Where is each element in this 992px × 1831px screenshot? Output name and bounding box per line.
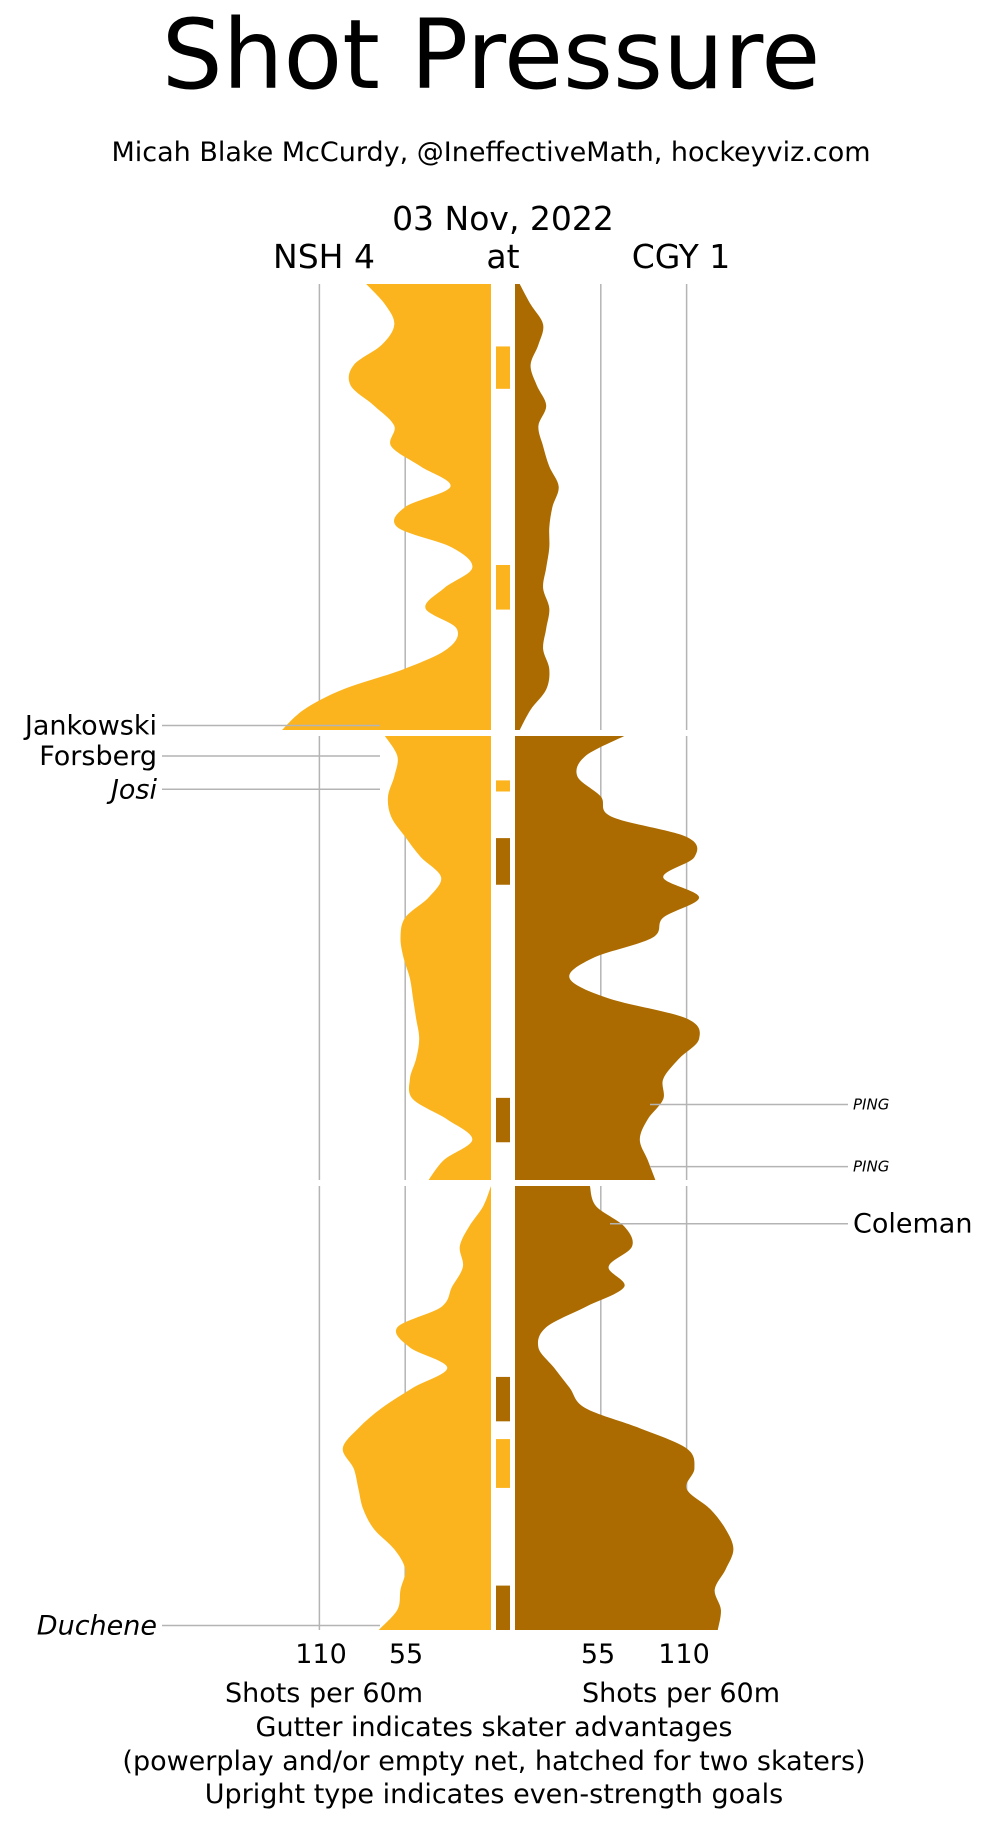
cgy-area-period-1 (515, 284, 559, 730)
goal-label-coleman: Coleman (853, 1209, 972, 1240)
away-team-score: NSH 4 (273, 237, 375, 276)
advantage-bar-nsh (496, 346, 510, 389)
tick-label-right-55: 55 (581, 1639, 615, 1670)
chart-subtitle: Micah Blake McCurdy, @IneffectiveMath, h… (111, 137, 870, 168)
period-separators (250, 730, 770, 1186)
nsh-area-period-3 (342, 1186, 491, 1630)
cgy-area-period-2 (515, 736, 700, 1180)
nsh-area-period-1 (282, 284, 491, 730)
post-label-1: PING (853, 1096, 889, 1114)
x-axis-label-left: Shots per 60m (225, 1678, 423, 1709)
advantage-bar-cgy (496, 838, 510, 885)
advantage-bar-nsh (496, 564, 510, 610)
goal-label-duchene: Duchene (37, 1611, 157, 1642)
advantage-bar-cgy (496, 1376, 510, 1422)
goal-label-jankowski: Jankowski (23, 711, 157, 742)
x-axis-label-right: Shots per 60m (582, 1678, 780, 1709)
advantage-bar-nsh (496, 1439, 510, 1488)
tick-label-left-55: 55 (389, 1639, 423, 1670)
goal-label-josi: Josi (106, 774, 158, 805)
period-separator-2 (250, 1180, 770, 1186)
advantage-bar-nsh (496, 780, 510, 792)
tick-label-left-110: 110 (295, 1639, 347, 1670)
home-team-score: CGY 1 (632, 237, 731, 276)
game-date: 03 Nov, 2022 (392, 199, 614, 238)
chart-title: Shot Pressure (162, 0, 821, 111)
plot-area (282, 284, 734, 1630)
footnote-1: Gutter indicates skater advantages (256, 1712, 733, 1743)
period-separator-1 (250, 730, 770, 736)
advantage-gutter (496, 346, 510, 1630)
post-label-2: PING (853, 1158, 889, 1176)
footnote-2: (powerplay and/or empty net, hatched for… (122, 1746, 865, 1777)
footnote-3: Upright type indicates even-strength goa… (205, 1779, 783, 1810)
cgy-area-period-3 (515, 1186, 734, 1630)
at-label: at (486, 237, 519, 276)
nsh-area-period-2 (384, 736, 491, 1180)
tick-label-right-110: 110 (658, 1639, 710, 1670)
advantage-bar-cgy (496, 1097, 510, 1143)
advantage-bar-cgy (496, 1585, 510, 1630)
goal-label-forsberg: Forsberg (39, 741, 157, 772)
